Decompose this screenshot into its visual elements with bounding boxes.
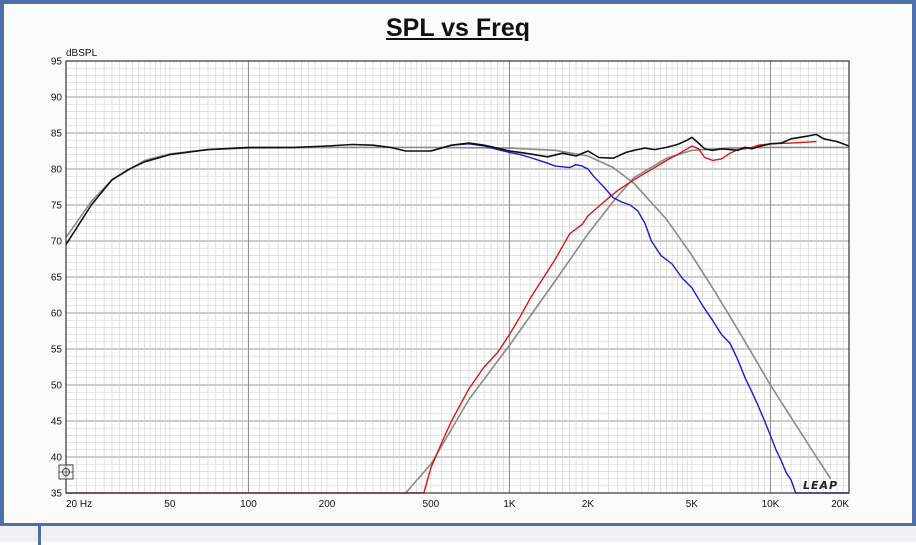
x-tick-label: 20 Hz <box>66 499 92 510</box>
y-tick-label: 95 <box>51 57 63 68</box>
x-axis-ticks: 20 Hz 50 100 200 500 1K 2K 5K 10K 20K <box>66 499 849 510</box>
y-tick-label: 70 <box>51 237 63 248</box>
x-tick-label: 10K <box>762 499 780 510</box>
y-tick-label: 40 <box>51 453 63 464</box>
y-axis-label: dBSPL <box>66 48 98 59</box>
series-line-3 <box>430 143 849 494</box>
series-line-2 <box>404 146 849 494</box>
x-tick-label: 1K <box>503 499 516 510</box>
x-tick-label: 5K <box>686 499 699 510</box>
y-tick-label: 50 <box>51 381 63 392</box>
y-tick-label: 35 <box>51 489 63 500</box>
chart-title: SPL vs Freq <box>385 14 531 42</box>
x-tick-label: 50 <box>164 499 176 510</box>
series-line-5 <box>65 133 850 246</box>
x-tick-label: 100 <box>240 499 257 510</box>
y-tick-label: 45 <box>51 417 63 428</box>
y-tick-label: 75 <box>51 201 63 212</box>
y-tick-label: 60 <box>51 309 63 320</box>
x-tick-label: 500 <box>423 499 440 510</box>
series-group <box>65 133 850 494</box>
status-bar <box>0 523 916 545</box>
leap-watermark: LEAP <box>803 479 838 492</box>
series-line-1 <box>65 146 832 480</box>
status-bar-divider <box>38 526 41 545</box>
x-tick-label: 2K <box>582 499 595 510</box>
x-tick-label: 200 <box>319 499 336 510</box>
plot-border <box>65 60 850 494</box>
y-axis-ticks: 35 40 45 50 55 60 65 70 75 80 85 90 95 <box>51 57 63 500</box>
y-tick-label: 90 <box>51 93 63 104</box>
y-tick-label: 65 <box>51 273 63 284</box>
y-tick-label: 55 <box>51 345 63 356</box>
y-tick-label: 80 <box>51 165 63 176</box>
y-tick-label: 85 <box>51 129 63 140</box>
x-tick-label: 20K <box>831 499 849 510</box>
settings-icon[interactable] <box>58 464 74 480</box>
grid <box>65 60 850 494</box>
